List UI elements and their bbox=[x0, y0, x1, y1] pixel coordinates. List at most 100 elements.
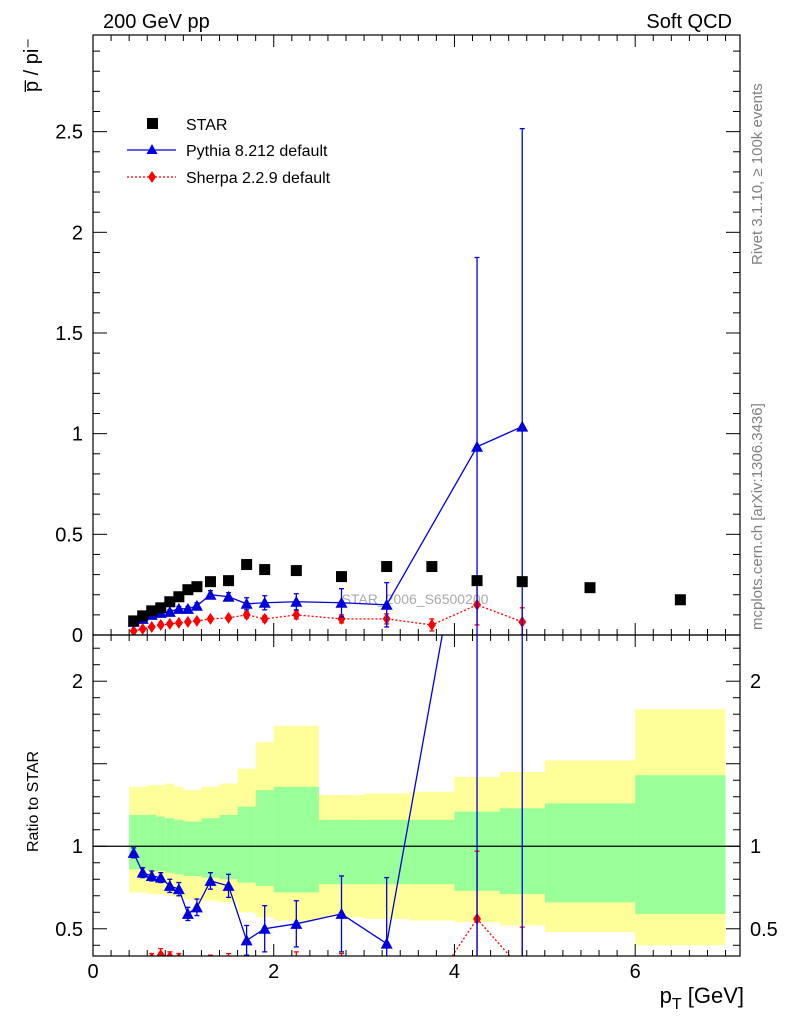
legend-label-star: STAR bbox=[186, 117, 227, 134]
ratio-sherpa-point-8 bbox=[210, 955, 211, 956]
ratio-plot-layer bbox=[127, 635, 525, 993]
star-point-7 bbox=[191, 581, 203, 593]
main-ytick-label: 0.5 bbox=[55, 524, 83, 546]
ratio-sherpa-point-14 bbox=[383, 966, 391, 978]
star-point-15 bbox=[426, 561, 438, 573]
legend: STAR Pythia 8.212 default Sherpa 2.2.9 d… bbox=[127, 117, 331, 187]
star-point-5 bbox=[173, 591, 185, 603]
star-point-10 bbox=[241, 559, 253, 571]
ratio-ytick-label: 1 bbox=[72, 836, 83, 858]
main-pythia-point-10 bbox=[240, 597, 253, 609]
main-pythia-point-4 bbox=[163, 605, 176, 617]
main-ytick-label: 1 bbox=[72, 424, 83, 446]
star-point-9 bbox=[223, 575, 235, 587]
star-point-12 bbox=[290, 565, 302, 577]
ratio-sherpa-point-5 bbox=[176, 952, 182, 956]
ratio-pythia-point-3 bbox=[154, 871, 167, 883]
star-point-16 bbox=[471, 575, 483, 587]
ratio-band-inner-9 bbox=[219, 814, 238, 880]
main-plot-layer bbox=[127, 127, 686, 635]
ratio-sherpa-point-13 bbox=[337, 959, 345, 971]
ratio-band-inner-6 bbox=[183, 821, 193, 876]
ratio-band-inner-1 bbox=[138, 814, 148, 870]
ratio-ytick-label: 2 bbox=[72, 671, 83, 693]
main-pythia-point-5 bbox=[172, 602, 185, 614]
legend-label-pythia: Pythia 8.212 default bbox=[186, 143, 328, 160]
ratio-frame bbox=[92, 634, 741, 957]
star-point-17 bbox=[516, 576, 528, 588]
ratio-pythia-point-8 bbox=[204, 874, 217, 886]
main-sherpa-point-15 bbox=[427, 618, 436, 631]
main-pythia-point-15 bbox=[471, 440, 484, 452]
ratio-band-inner-8 bbox=[201, 818, 220, 878]
main-sherpa-point-13 bbox=[337, 612, 346, 625]
main-sherpa-point-11 bbox=[260, 612, 269, 625]
ratio-band-inner-11 bbox=[255, 790, 274, 886]
ratio-pythia-point-5 bbox=[172, 883, 185, 895]
ratio-xtick-label: 2 bbox=[268, 961, 279, 983]
main-axes: 0 0.5 1 1.5 2 2.5 bbox=[55, 34, 741, 647]
main-sherpa-point-0 bbox=[129, 624, 138, 635]
ratio-xtick-label: 4 bbox=[449, 961, 460, 983]
ratio-band-inner-15 bbox=[409, 819, 455, 885]
ratio-band-inner-14 bbox=[364, 819, 410, 885]
star-point-11 bbox=[259, 564, 271, 576]
ratio-band-inner-4 bbox=[165, 818, 175, 873]
x-axis-label-p: p bbox=[660, 983, 672, 1008]
legend-marker-pythia bbox=[146, 144, 158, 154]
star-point-4 bbox=[164, 596, 176, 608]
ratio-sherpa-point-3 bbox=[156, 949, 165, 956]
ratio-pythia-point-14 bbox=[380, 937, 393, 949]
ratio-xtick-label: 0 bbox=[87, 961, 98, 983]
legend-marker-sherpa bbox=[148, 171, 156, 183]
main-pythia-point-14 bbox=[380, 598, 393, 610]
ratio-xtick-label: 6 bbox=[630, 961, 641, 983]
x-axis-label-unit: [GeV] bbox=[682, 983, 744, 1008]
ratio-band-inner-10 bbox=[237, 806, 256, 883]
x-axis-label: pT [GeV] bbox=[660, 983, 744, 1013]
main-sherpa-point-4 bbox=[165, 617, 174, 630]
ratio-sherpa-point-6 bbox=[184, 957, 192, 969]
watermark-layer: STAR_2006_S6500200 bbox=[342, 591, 489, 607]
main-sherpa-point-2 bbox=[147, 620, 156, 633]
ratio-band-inner-12 bbox=[273, 786, 319, 893]
watermark-label: STAR_2006_S6500200 bbox=[342, 591, 489, 607]
ratio-ytick-label: 0.5 bbox=[55, 919, 83, 941]
ratio-band-inner-13 bbox=[318, 819, 365, 885]
main-pythia-point-11 bbox=[258, 596, 271, 608]
main-sherpa-point-12 bbox=[292, 608, 301, 621]
ratio-band-inner-18 bbox=[544, 803, 636, 903]
ratio-sherpa-point-15 bbox=[428, 981, 436, 993]
star-point-19 bbox=[674, 594, 686, 606]
mcplots-label: mcplots.cern.ch [arXiv:1306.3436] bbox=[749, 403, 766, 630]
ratio-band-inner-7 bbox=[192, 821, 202, 876]
main-pythia-point-9 bbox=[222, 590, 235, 602]
main-pythia-point-12 bbox=[290, 595, 303, 607]
legend-label-sherpa: Sherpa 2.2.9 default bbox=[186, 170, 331, 187]
ratio-band-inner-5 bbox=[174, 819, 184, 875]
ratio-pythia-point-13 bbox=[335, 907, 348, 919]
ratio-pythia-point-11 bbox=[258, 922, 271, 934]
star-point-8 bbox=[204, 576, 216, 588]
ratio-pythia-point-12 bbox=[290, 917, 303, 929]
main-ytick-label: 2.5 bbox=[55, 122, 83, 144]
ratio-pythia-point-9 bbox=[222, 879, 235, 891]
main-sherpa-point-8 bbox=[206, 612, 215, 625]
ratio-y-axis-label: Ratio to STAR bbox=[25, 751, 42, 852]
star-point-3 bbox=[155, 602, 167, 614]
main-sherpa-point-1 bbox=[138, 622, 147, 635]
ratio-pythia-point-2 bbox=[145, 869, 158, 881]
main-pythia-point-16 bbox=[516, 420, 529, 432]
star-point-1 bbox=[137, 610, 149, 622]
star-point-14 bbox=[381, 561, 393, 573]
star-point-6 bbox=[182, 584, 194, 596]
star-point-0 bbox=[128, 615, 140, 627]
star-point-13 bbox=[335, 571, 347, 583]
ratio-bands-layer bbox=[93, 709, 740, 946]
main-ytick-label: 2 bbox=[72, 222, 83, 244]
ratio-pythia-point-10 bbox=[240, 934, 253, 946]
legend-marker-star bbox=[147, 118, 158, 129]
ratio-sherpa-point-4 bbox=[166, 950, 174, 956]
main-pythia-point-13 bbox=[335, 596, 348, 608]
